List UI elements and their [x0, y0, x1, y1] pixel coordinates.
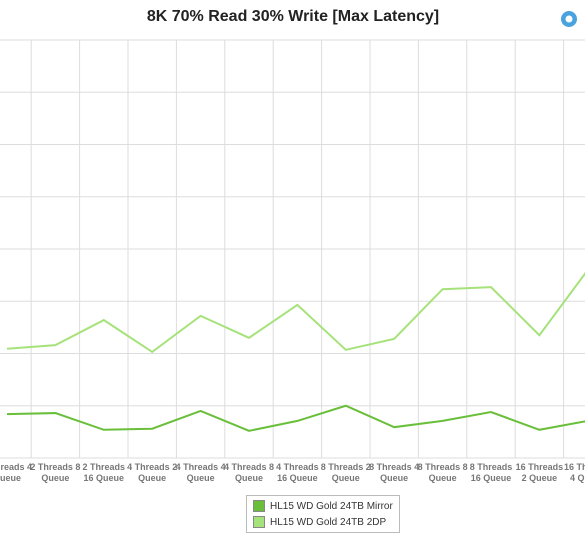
plot: 012345678: [0, 39, 585, 459]
x-tick-label: 2 Threads 8 Queue: [30, 462, 81, 483]
x-tick-label: 2 Threads 4 Queue: [0, 462, 33, 483]
legend: HL15 WD Gold 24TB Mirror HL15 WD Gold 24T…: [246, 495, 400, 533]
x-tick-label: 8 Threads 16 Queue: [469, 462, 513, 483]
series-line: [6, 271, 585, 354]
x-tick-label: 2 Threads 16 Queue: [82, 462, 126, 483]
legend-item: HL15 WD Gold 24TB Mirror: [253, 498, 393, 514]
x-tick-label: 16 Threads 2 Queue: [515, 462, 564, 483]
x-tick-label: 4 Threads 4 Queue: [175, 462, 226, 483]
x-tick-label: 8 Threads 8 Queue: [417, 462, 468, 483]
x-tick-label: 8 Threads 2 Queue: [320, 462, 371, 483]
x-tick-label: 4 Threads 8 Queue: [223, 462, 275, 483]
series-line: [6, 404, 585, 432]
x-tick-label: 8 Threads 4 Queue: [369, 462, 420, 483]
legend-swatch: [253, 516, 265, 528]
legend-label: HL15 WD Gold 24TB 2DP: [270, 516, 387, 528]
legend-item: HL15 WD Gold 24TB 2DP: [253, 514, 393, 530]
menu-icon-dot: [565, 15, 573, 23]
chart-title: 8K 70% Read 30% Write [Max Latency]: [147, 8, 439, 25]
legend-swatch: [253, 500, 265, 512]
legend-label: HL15 WD Gold 24TB Mirror: [270, 500, 393, 512]
x-tick-label: 16 Threads 4 Queue: [564, 462, 585, 483]
x-tick-label: 4 Threads 16 Queue: [276, 462, 319, 483]
x-tick-label: 4 Threads 2 Queue: [127, 462, 178, 483]
